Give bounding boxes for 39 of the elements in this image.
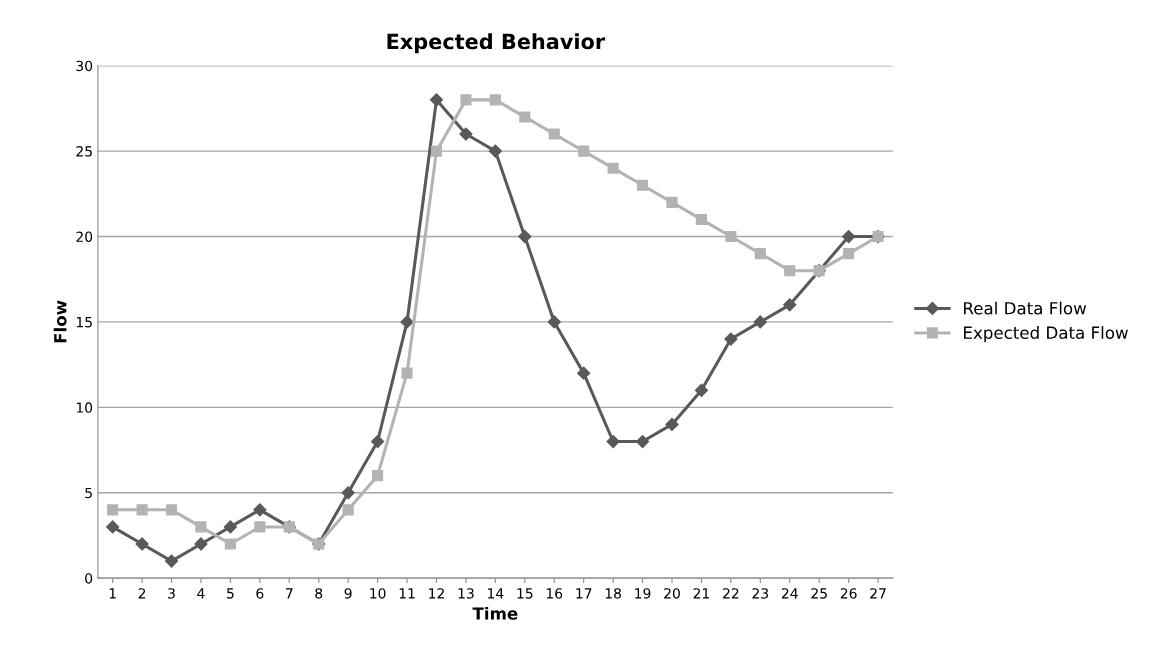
y-tick-label: 5 (85, 487, 92, 499)
x-tick-label: 11 (399, 588, 415, 599)
x-tick-label: 24 (781, 588, 798, 599)
legend-label: Real Data Flow (964, 301, 1087, 315)
x-tick-label: 9 (344, 588, 352, 599)
y-tick-label: 15 (76, 317, 92, 328)
y-tick-label: 25 (76, 146, 92, 157)
x-tick-label: 13 (458, 588, 474, 599)
x-tick-label: 27 (870, 588, 886, 599)
y-tick-label: 0 (85, 573, 93, 584)
x-tick-label: 8 (315, 588, 323, 599)
x-tick-label: 16 (546, 588, 563, 599)
x-tick-label: 18 (605, 588, 622, 599)
x-tick-label: 23 (752, 588, 769, 599)
x-tick-label: 12 (429, 588, 444, 599)
y-tick-label: 30 (76, 60, 93, 72)
chart-title: Expected Behavior (387, 33, 606, 54)
x-tick-label: 10 (370, 588, 386, 599)
x-tick-label: 19 (635, 588, 651, 599)
x-tick-label: 14 (488, 588, 504, 599)
x-tick-label: 26 (840, 588, 857, 599)
x-tick-label: 22 (723, 588, 739, 599)
x-tick-label: 25 (811, 588, 827, 599)
x-tick-label: 4 (197, 588, 205, 599)
x-tick-label: 1 (109, 588, 116, 599)
x-tick-label: 21 (693, 588, 709, 599)
x-tick-label: 17 (576, 588, 592, 599)
x-tick-label: 7 (286, 588, 293, 599)
y-tick-label: 20 (76, 231, 93, 242)
x-tick-label: 6 (256, 588, 264, 599)
x-tick-label: 2 (138, 588, 146, 599)
x-tick-label: 20 (664, 588, 680, 599)
x-axis-title: Time (472, 606, 518, 620)
legend-label: Expected Data Flow (964, 326, 1128, 343)
y-tick-label: 10 (76, 402, 93, 413)
x-tick-label: 5 (227, 588, 234, 599)
x-tick-label: 15 (517, 588, 533, 599)
x-tick-label: 3 (168, 588, 175, 599)
y-axis-title: Flow (53, 300, 67, 343)
